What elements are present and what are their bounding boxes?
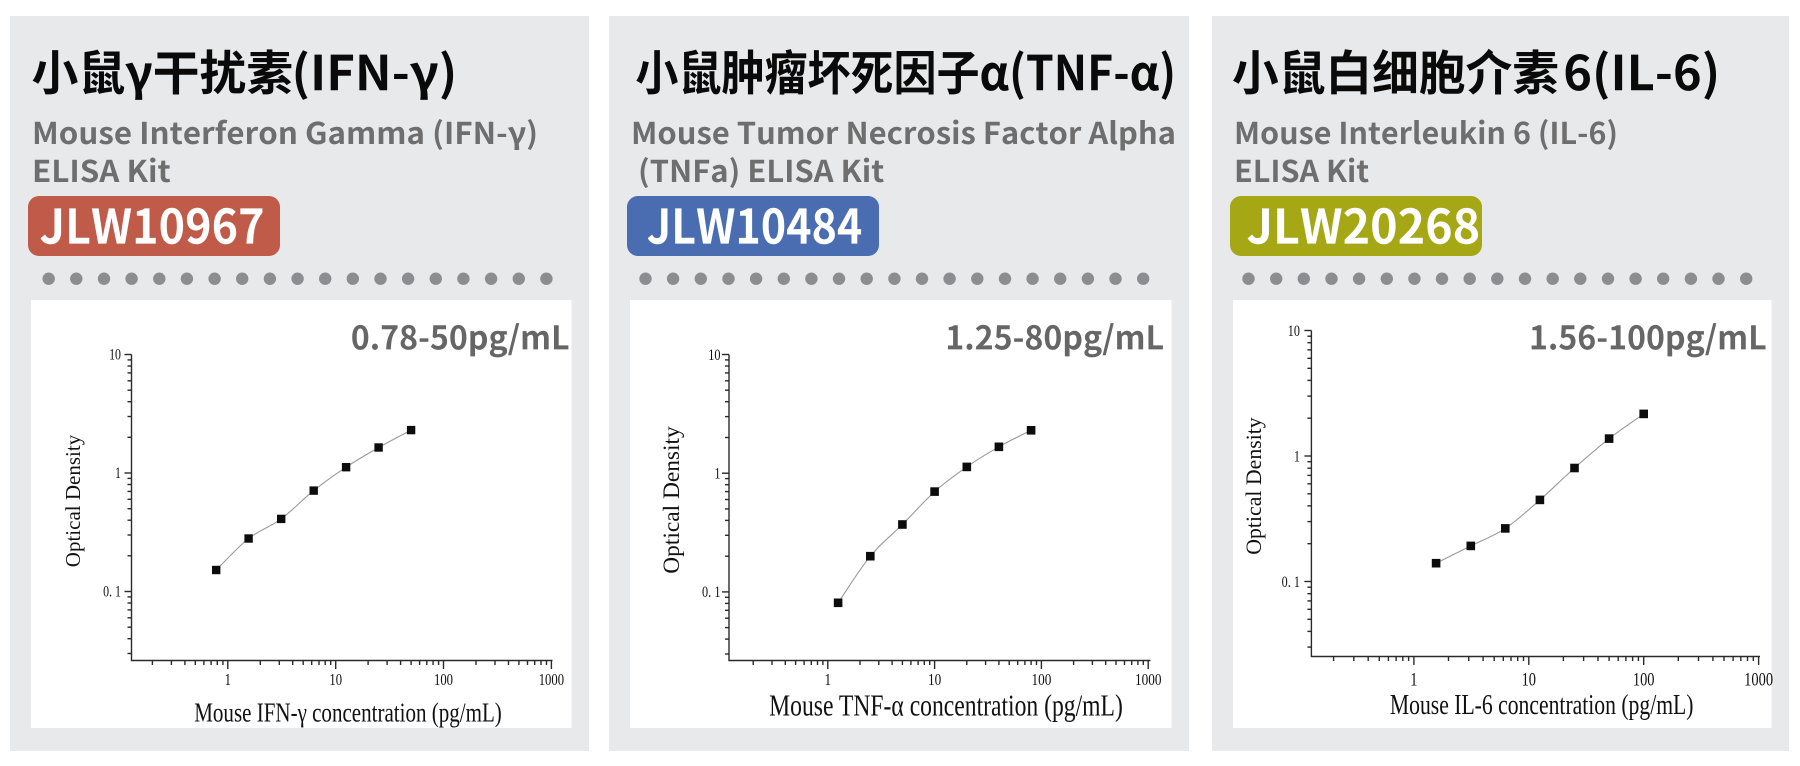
svg-text:10: 10 [708,346,720,364]
svg-text:100: 100 [1031,671,1051,690]
svg-text:1: 1 [115,465,121,482]
svg-text:10: 10 [109,346,121,363]
svg-text:0. 1: 0. 1 [702,584,720,602]
svg-text:Optical Density: Optical Density [61,434,85,567]
svg-text:10: 10 [329,671,342,689]
svg-text:1: 1 [1294,448,1300,466]
svg-text:1: 1 [1410,668,1417,689]
svg-text:0. 1: 0. 1 [103,583,121,600]
svg-text:1: 1 [714,465,720,483]
svg-text:10: 10 [1522,668,1536,689]
svg-text:0. 1: 0. 1 [1282,573,1300,591]
svg-text:1000: 1000 [1744,668,1773,689]
svg-text:100: 100 [1633,668,1655,689]
svg-text:Mouse TNF-α concentration (pg/: Mouse TNF-α concentration (pg/mL) [769,689,1123,723]
svg-text:Optical Density: Optical Density [659,426,685,574]
svg-text:10: 10 [928,671,942,690]
svg-text:1000: 1000 [1135,671,1162,690]
svg-text:Mouse IL-6 concentration (pg/m: Mouse IL-6 concentration (pg/mL) [1390,689,1694,721]
svg-text:100: 100 [434,671,453,689]
svg-text:10: 10 [1288,322,1300,340]
svg-text:1000: 1000 [539,671,564,689]
svg-text:Mouse IFN-γ concentration (pg/: Mouse IFN-γ concentration (pg/mL) [194,698,502,728]
svg-text:1: 1 [824,671,831,690]
svg-text:1: 1 [225,671,231,689]
svg-text:Optical Density: Optical Density [1242,417,1266,555]
